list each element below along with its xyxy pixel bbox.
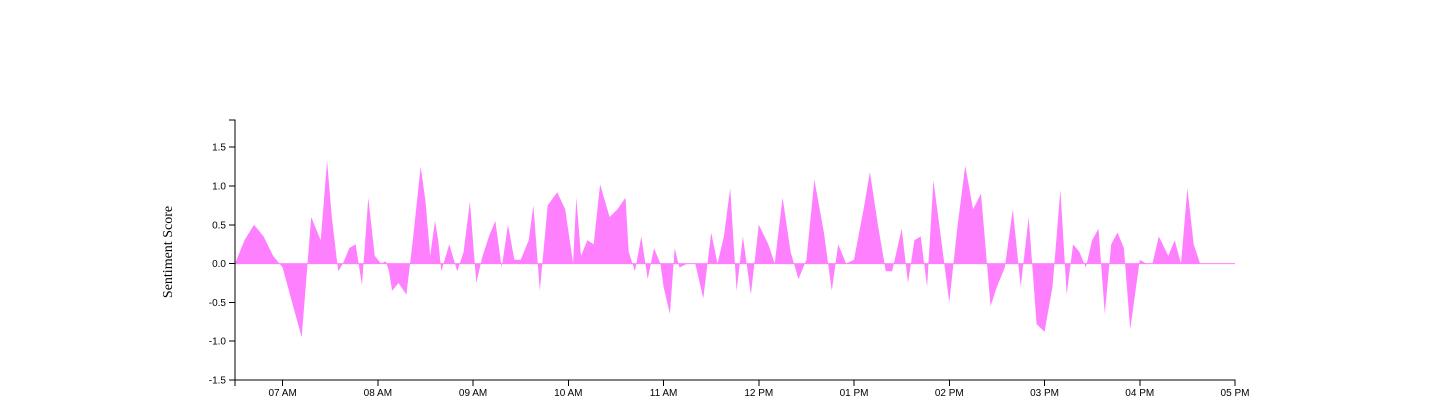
x-tick-label: 11 AM	[650, 388, 678, 399]
y-tick-label: -0.5	[209, 298, 227, 309]
y-tick-label: -1.0	[209, 337, 227, 348]
x-tick-label: 05 PM	[1221, 388, 1250, 399]
x-tick-label: 12 PM	[744, 388, 773, 399]
x-axis-line	[234, 379, 1236, 386]
y-axis-label: Sentiment Score	[161, 206, 176, 298]
sentiment-area-series-0	[235, 161, 1235, 338]
y-tick-label: 0.5	[212, 220, 226, 231]
x-tick-label: 02 PM	[935, 388, 964, 399]
x-tick-label: 01 PM	[840, 388, 869, 399]
x-axis: 07 AM 08 AM 09 AM 10 AM 11 AM 12 PM 01 PM 02 PM…	[234, 379, 1250, 399]
x-tick-label: 09 AM	[459, 388, 487, 399]
plot-layer	[235, 161, 1235, 338]
y-axis: -1.5 -1.0 -0.5 0.0 0.5 1.0 1.5	[209, 119, 236, 387]
x-tick-label: 07 AM	[268, 388, 296, 399]
y-tick-label: -1.5	[209, 376, 227, 387]
x-tick-label: 08 AM	[364, 388, 392, 399]
x-tick-label: 04 PM	[1125, 388, 1154, 399]
y-tick-label: 0.0	[212, 259, 226, 270]
x-tick-label: 03 PM	[1030, 388, 1059, 399]
y-tick-label: 1.0	[212, 181, 226, 192]
x-tick-label: 10 AM	[554, 388, 582, 399]
y-tick-label: 1.5	[212, 143, 226, 154]
